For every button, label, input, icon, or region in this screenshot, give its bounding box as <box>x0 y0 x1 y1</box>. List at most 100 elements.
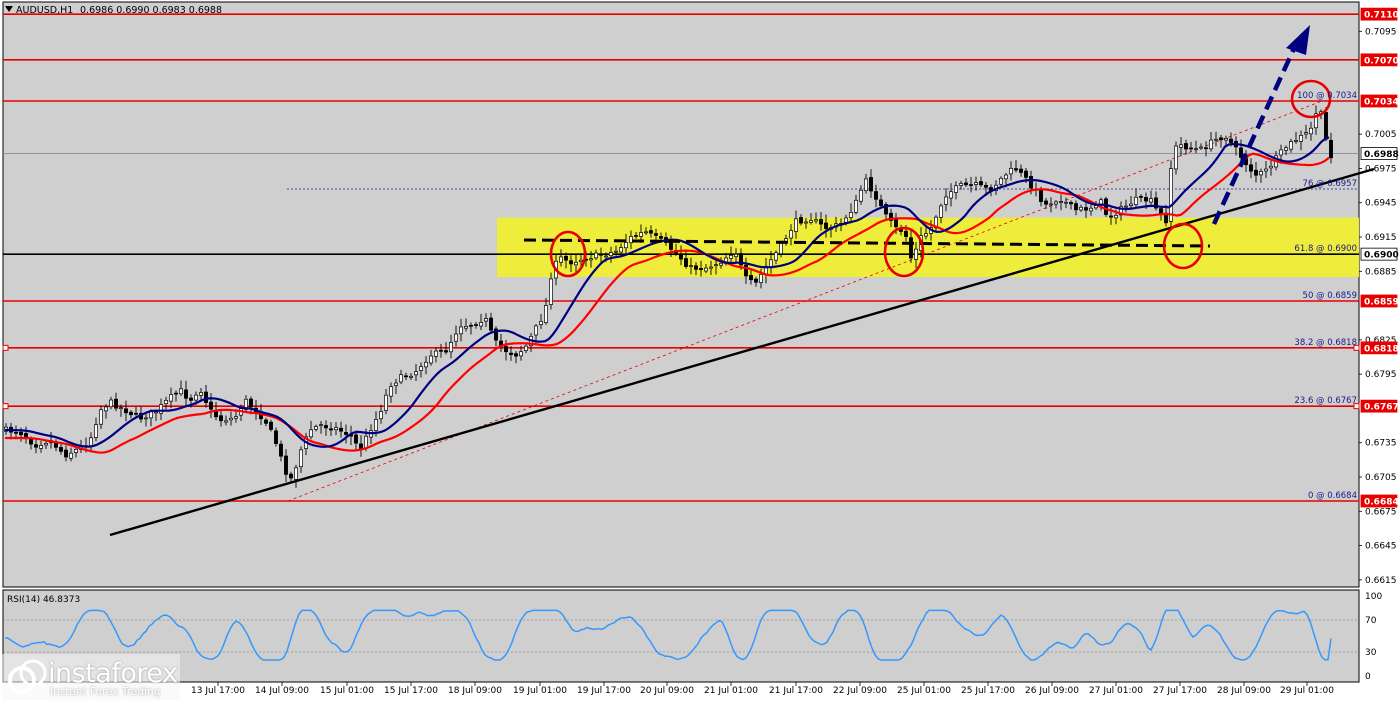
candle-body <box>1029 176 1033 189</box>
candle-body <box>329 428 333 431</box>
candle-body <box>429 355 433 364</box>
candle-body <box>144 417 148 420</box>
candle-body <box>799 217 803 224</box>
candle-body <box>469 324 473 327</box>
candle-body <box>644 231 648 234</box>
forecast-arrow-head <box>1286 25 1310 55</box>
candle-body <box>609 252 613 257</box>
level-handle[interactable] <box>2 344 9 351</box>
candle-body <box>1214 138 1218 141</box>
candle-body <box>1264 168 1268 172</box>
price-label-0.6859: 0.6859 <box>1364 298 1399 308</box>
candle-body <box>434 350 438 357</box>
price-axis: 0.7095 0.7005 0.6975 0.6945 0.6915 0.6885 0.68… <box>1359 27 1397 586</box>
candle-body <box>449 341 453 353</box>
time-axis: 13 Jul 17:00 14 Jul 09:00 15 Jul 01:00 15 J… <box>191 682 1334 696</box>
candle-body <box>1104 198 1108 215</box>
candle-body <box>649 230 653 234</box>
brand-name: instaforex <box>48 658 178 689</box>
candle-body <box>379 411 383 420</box>
price-label-0.6900: 0.6900 <box>1364 251 1399 261</box>
candle-body <box>704 267 708 272</box>
candle-body <box>1134 196 1138 205</box>
candle-body <box>884 204 888 215</box>
time-tick-label: 15 Jul 17:00 <box>384 686 438 696</box>
candle-body <box>134 412 138 415</box>
candle-body <box>734 253 738 258</box>
candle-body <box>869 177 873 192</box>
price-label-box-0.6684 <box>1360 494 1398 508</box>
candle-body <box>164 399 168 405</box>
price-label-box-0.6859 <box>1360 294 1398 308</box>
time-tick-label: 25 Jul 17:00 <box>961 686 1015 696</box>
fib-diagonal-line <box>287 100 1323 502</box>
candle-body <box>474 324 478 326</box>
time-tick-label: 14 Jul 09:00 <box>255 686 309 696</box>
dropdown-icon[interactable] <box>5 6 13 12</box>
candle-body <box>314 426 318 430</box>
candle-body <box>1284 147 1288 151</box>
candle-body <box>64 449 68 458</box>
candle-body <box>494 328 498 341</box>
candle-body <box>1229 138 1233 143</box>
forecast-arrow <box>1211 25 1310 225</box>
candle-body <box>999 177 1003 185</box>
price-axis-labels: 0.7110 0.7070 0.7034 0.6988 0.6900 0.6859 0.68… <box>1360 7 1399 508</box>
fib-label: 50 @ 0.6859 <box>1303 291 1357 301</box>
brand-tagline: Instant Forex Trading <box>50 686 161 698</box>
candle-body <box>1064 201 1068 204</box>
candle-body <box>264 419 268 424</box>
candle-body <box>1294 140 1298 142</box>
level-handle[interactable] <box>2 403 9 410</box>
candle-body <box>14 431 18 434</box>
dashed-resistance-line <box>523 238 1211 248</box>
candle-body <box>1024 170 1028 178</box>
candle-body <box>574 261 578 266</box>
level-handle[interactable] <box>1353 403 1360 410</box>
candle-body <box>559 256 563 263</box>
candle-body <box>654 233 658 236</box>
price-label-box-0.7110 <box>1360 7 1398 21</box>
candle-body <box>1324 112 1328 140</box>
candle-body <box>569 260 573 265</box>
candle-body <box>854 199 858 213</box>
price-label-box-0.6818 <box>1360 341 1398 355</box>
candle-body <box>699 268 703 271</box>
candle-body <box>874 191 878 200</box>
candle-body <box>1269 165 1273 169</box>
candle-body <box>904 230 908 237</box>
candle-body <box>229 417 233 421</box>
price-tick-label: 0.6705 <box>1365 473 1397 483</box>
time-tick-label: 15 Jul 01:00 <box>320 686 374 696</box>
candle-body <box>389 386 393 397</box>
candle-body <box>624 242 628 249</box>
candle-body <box>1184 143 1188 150</box>
price-label-0.7034: 0.7034 <box>1364 98 1399 108</box>
candle-body <box>659 236 663 239</box>
candle-body <box>909 237 913 259</box>
candle-body <box>44 443 48 446</box>
candle-body <box>679 253 683 260</box>
candle-body <box>344 432 348 435</box>
candle-body <box>404 375 408 378</box>
candle-body <box>424 361 428 368</box>
candle-body <box>844 217 848 223</box>
price-levels <box>2 13 1360 502</box>
candle-body <box>614 250 618 253</box>
candle-body <box>1199 146 1203 149</box>
time-tick-label: 27 Jul 17:00 <box>1153 686 1207 696</box>
candle-body <box>159 404 163 414</box>
candle-body <box>1049 203 1053 206</box>
candle-body <box>354 434 358 444</box>
candle-body <box>714 264 718 267</box>
rsi-axis-label: 100 <box>1365 592 1382 602</box>
candle-body <box>1289 141 1293 150</box>
rsi-label: RSI(14) 46.8373 <box>7 595 80 605</box>
price-label-box-0.6900 <box>1360 247 1398 261</box>
candle-body <box>774 252 778 261</box>
candle-body <box>99 409 103 425</box>
candle-body <box>219 415 223 422</box>
candle-body <box>1304 132 1308 135</box>
forecast-arrow-line <box>1211 43 1299 225</box>
level-handle[interactable] <box>1353 344 1360 351</box>
